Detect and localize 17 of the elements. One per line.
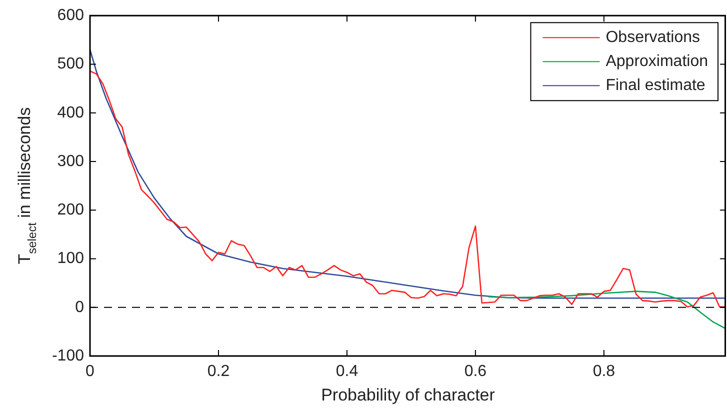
legend-label: Approximation: [606, 53, 708, 70]
x-tick-label: 0.2: [207, 363, 230, 380]
y-tick-label: 100: [57, 250, 84, 268]
y-tick-label: 300: [57, 152, 84, 170]
x-tick-label: 0.8: [592, 363, 616, 380]
y-tick-label: 600: [57, 7, 84, 24]
y-axis-title: Tselect in milliseconds: [15, 107, 39, 264]
x-axis-title: Probability of character: [321, 385, 496, 404]
x-tick-label: 0.4: [336, 363, 358, 380]
x-tick-label: 0.6: [464, 363, 487, 380]
y-tick-label: -100: [52, 347, 84, 364]
legend-label: Observations: [606, 29, 700, 46]
legend-label: Final estimate: [606, 77, 706, 94]
y-tick-label: 200: [57, 202, 84, 219]
y-tick-label: 400: [57, 104, 84, 122]
y-tick-label: 0: [75, 298, 84, 316]
y-tick-label: 500: [57, 56, 84, 73]
